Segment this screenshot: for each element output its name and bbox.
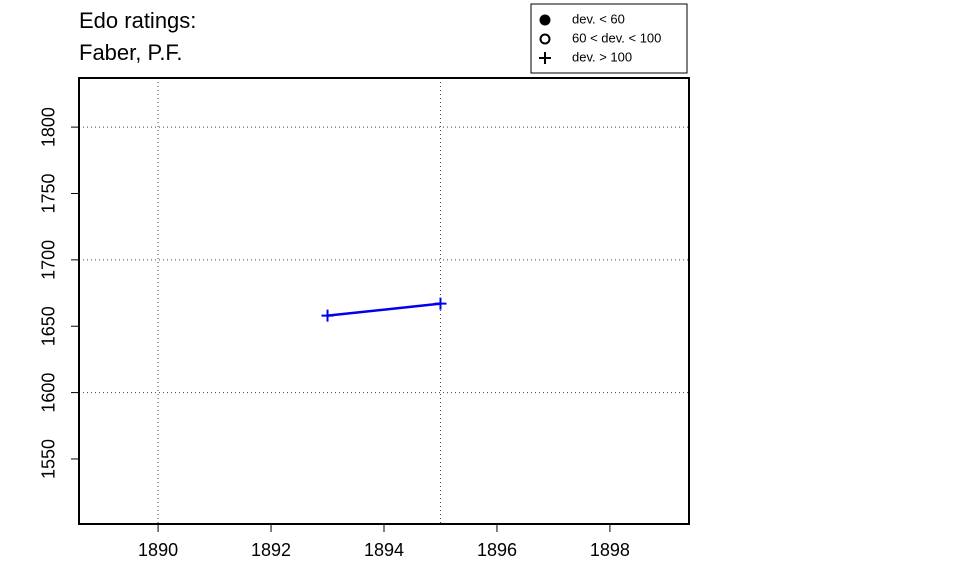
legend-marker: [539, 52, 551, 64]
legend-box: [530, 3, 688, 74]
plot-frame: [78, 77, 690, 525]
y-tick-label: 1550: [39, 439, 59, 479]
marker: [434, 297, 447, 310]
y-tick-label: 1700: [39, 240, 59, 280]
x-tick-label: 1898: [590, 540, 630, 560]
y-tick-label: 1800: [39, 107, 59, 147]
x-tick-label: 1892: [251, 540, 291, 560]
chart-title: Faber, P.F.: [79, 40, 183, 65]
legend-marker: [539, 14, 551, 26]
marker: [321, 309, 334, 322]
x-tick-label: 1894: [364, 540, 404, 560]
legend-label: 60 < dev. < 100: [572, 30, 661, 45]
chart-title: Edo ratings:: [79, 8, 196, 33]
legend-label: dev. > 100: [572, 49, 632, 64]
legend-label: dev. < 60: [572, 11, 625, 26]
x-tick-label: 1896: [477, 540, 517, 560]
x-tick-label: 1890: [138, 540, 178, 560]
legend-marker: [539, 33, 551, 45]
y-tick-label: 1600: [39, 373, 59, 413]
y-tick-label: 1650: [39, 306, 59, 346]
series-line: [327, 302, 441, 317]
y-tick-label: 1750: [39, 173, 59, 213]
